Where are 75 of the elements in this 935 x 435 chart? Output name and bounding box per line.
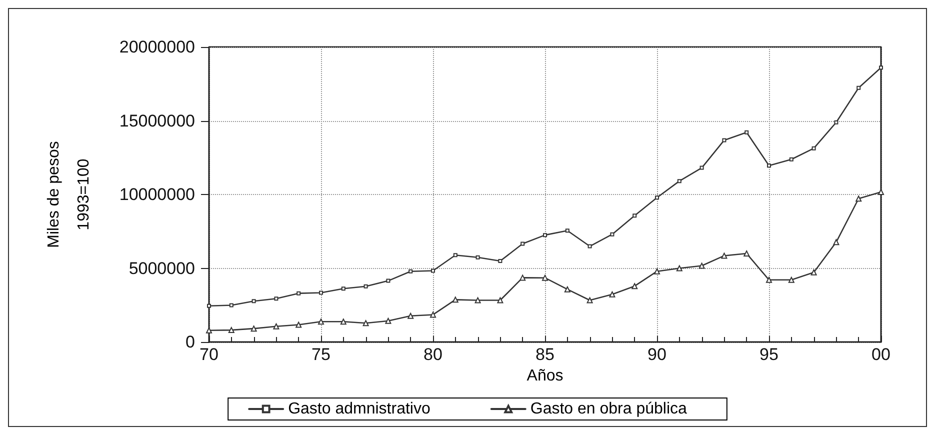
point: [879, 66, 883, 70]
point: [812, 146, 816, 150]
point: [543, 233, 547, 238]
legend-label: Gasto en obra pública: [530, 400, 688, 418]
y-tick-label: 15000000: [119, 111, 195, 130]
x-tick-label: 90: [648, 345, 666, 364]
point: [318, 318, 324, 325]
point: [520, 242, 525, 246]
point: [364, 284, 368, 288]
x-tick-label: 80: [424, 345, 442, 364]
point: [340, 318, 346, 325]
point: [386, 278, 390, 283]
point: [833, 239, 840, 246]
y-tick-label: 20000000: [119, 38, 195, 56]
point: [676, 265, 682, 272]
point: [542, 274, 548, 281]
y-axis-title: Miles de pesos 1993=100: [46, 141, 92, 248]
x-tick-label: 70: [200, 345, 218, 364]
y-tick-label: 10000000: [119, 185, 195, 204]
point: [250, 326, 257, 332]
point: [677, 179, 682, 184]
point: [296, 291, 301, 296]
point: [453, 253, 458, 258]
point: [207, 304, 211, 308]
point: [341, 286, 346, 291]
point: [565, 228, 570, 233]
point: [430, 312, 436, 318]
point: [834, 120, 838, 124]
point: [766, 276, 772, 283]
x-tick-label: 95: [760, 345, 778, 364]
point: [586, 297, 593, 304]
point: [700, 166, 704, 170]
point: [476, 255, 480, 260]
point: [722, 138, 726, 142]
point: [767, 164, 771, 168]
point: [698, 262, 705, 269]
point: [588, 244, 592, 248]
point: [788, 276, 794, 283]
point: [655, 196, 659, 200]
point: [520, 274, 526, 281]
x-axis-title: Años: [526, 367, 564, 384]
y-tick-label: 5000000: [128, 258, 195, 278]
point: [632, 283, 638, 290]
point: [810, 269, 817, 276]
point: [856, 86, 861, 90]
point: [632, 214, 637, 218]
x-tick-label: 75: [312, 345, 330, 364]
point: [474, 297, 481, 304]
legend-label: Gasto admnistrativo: [288, 400, 430, 418]
point: [564, 286, 570, 292]
point: [856, 196, 862, 202]
point: [408, 312, 414, 319]
point: [878, 188, 884, 195]
point: [431, 268, 435, 273]
point: [274, 296, 278, 301]
point: [252, 299, 256, 304]
point: [385, 318, 392, 324]
x-tick-label: 00: [872, 345, 890, 364]
point: [789, 157, 794, 162]
point: [452, 296, 458, 303]
y-tick-label: 0: [186, 332, 195, 352]
x-tick-label: 85: [536, 345, 554, 364]
point: [498, 259, 502, 264]
point: [654, 268, 660, 274]
point: [609, 291, 616, 298]
point: [721, 252, 728, 259]
point: [273, 323, 280, 330]
point: [229, 303, 234, 308]
point: [497, 297, 504, 304]
point: [362, 320, 369, 326]
point: [408, 269, 413, 274]
point: [610, 232, 614, 236]
point: [296, 322, 302, 328]
point: [319, 290, 323, 295]
point: [744, 130, 749, 134]
